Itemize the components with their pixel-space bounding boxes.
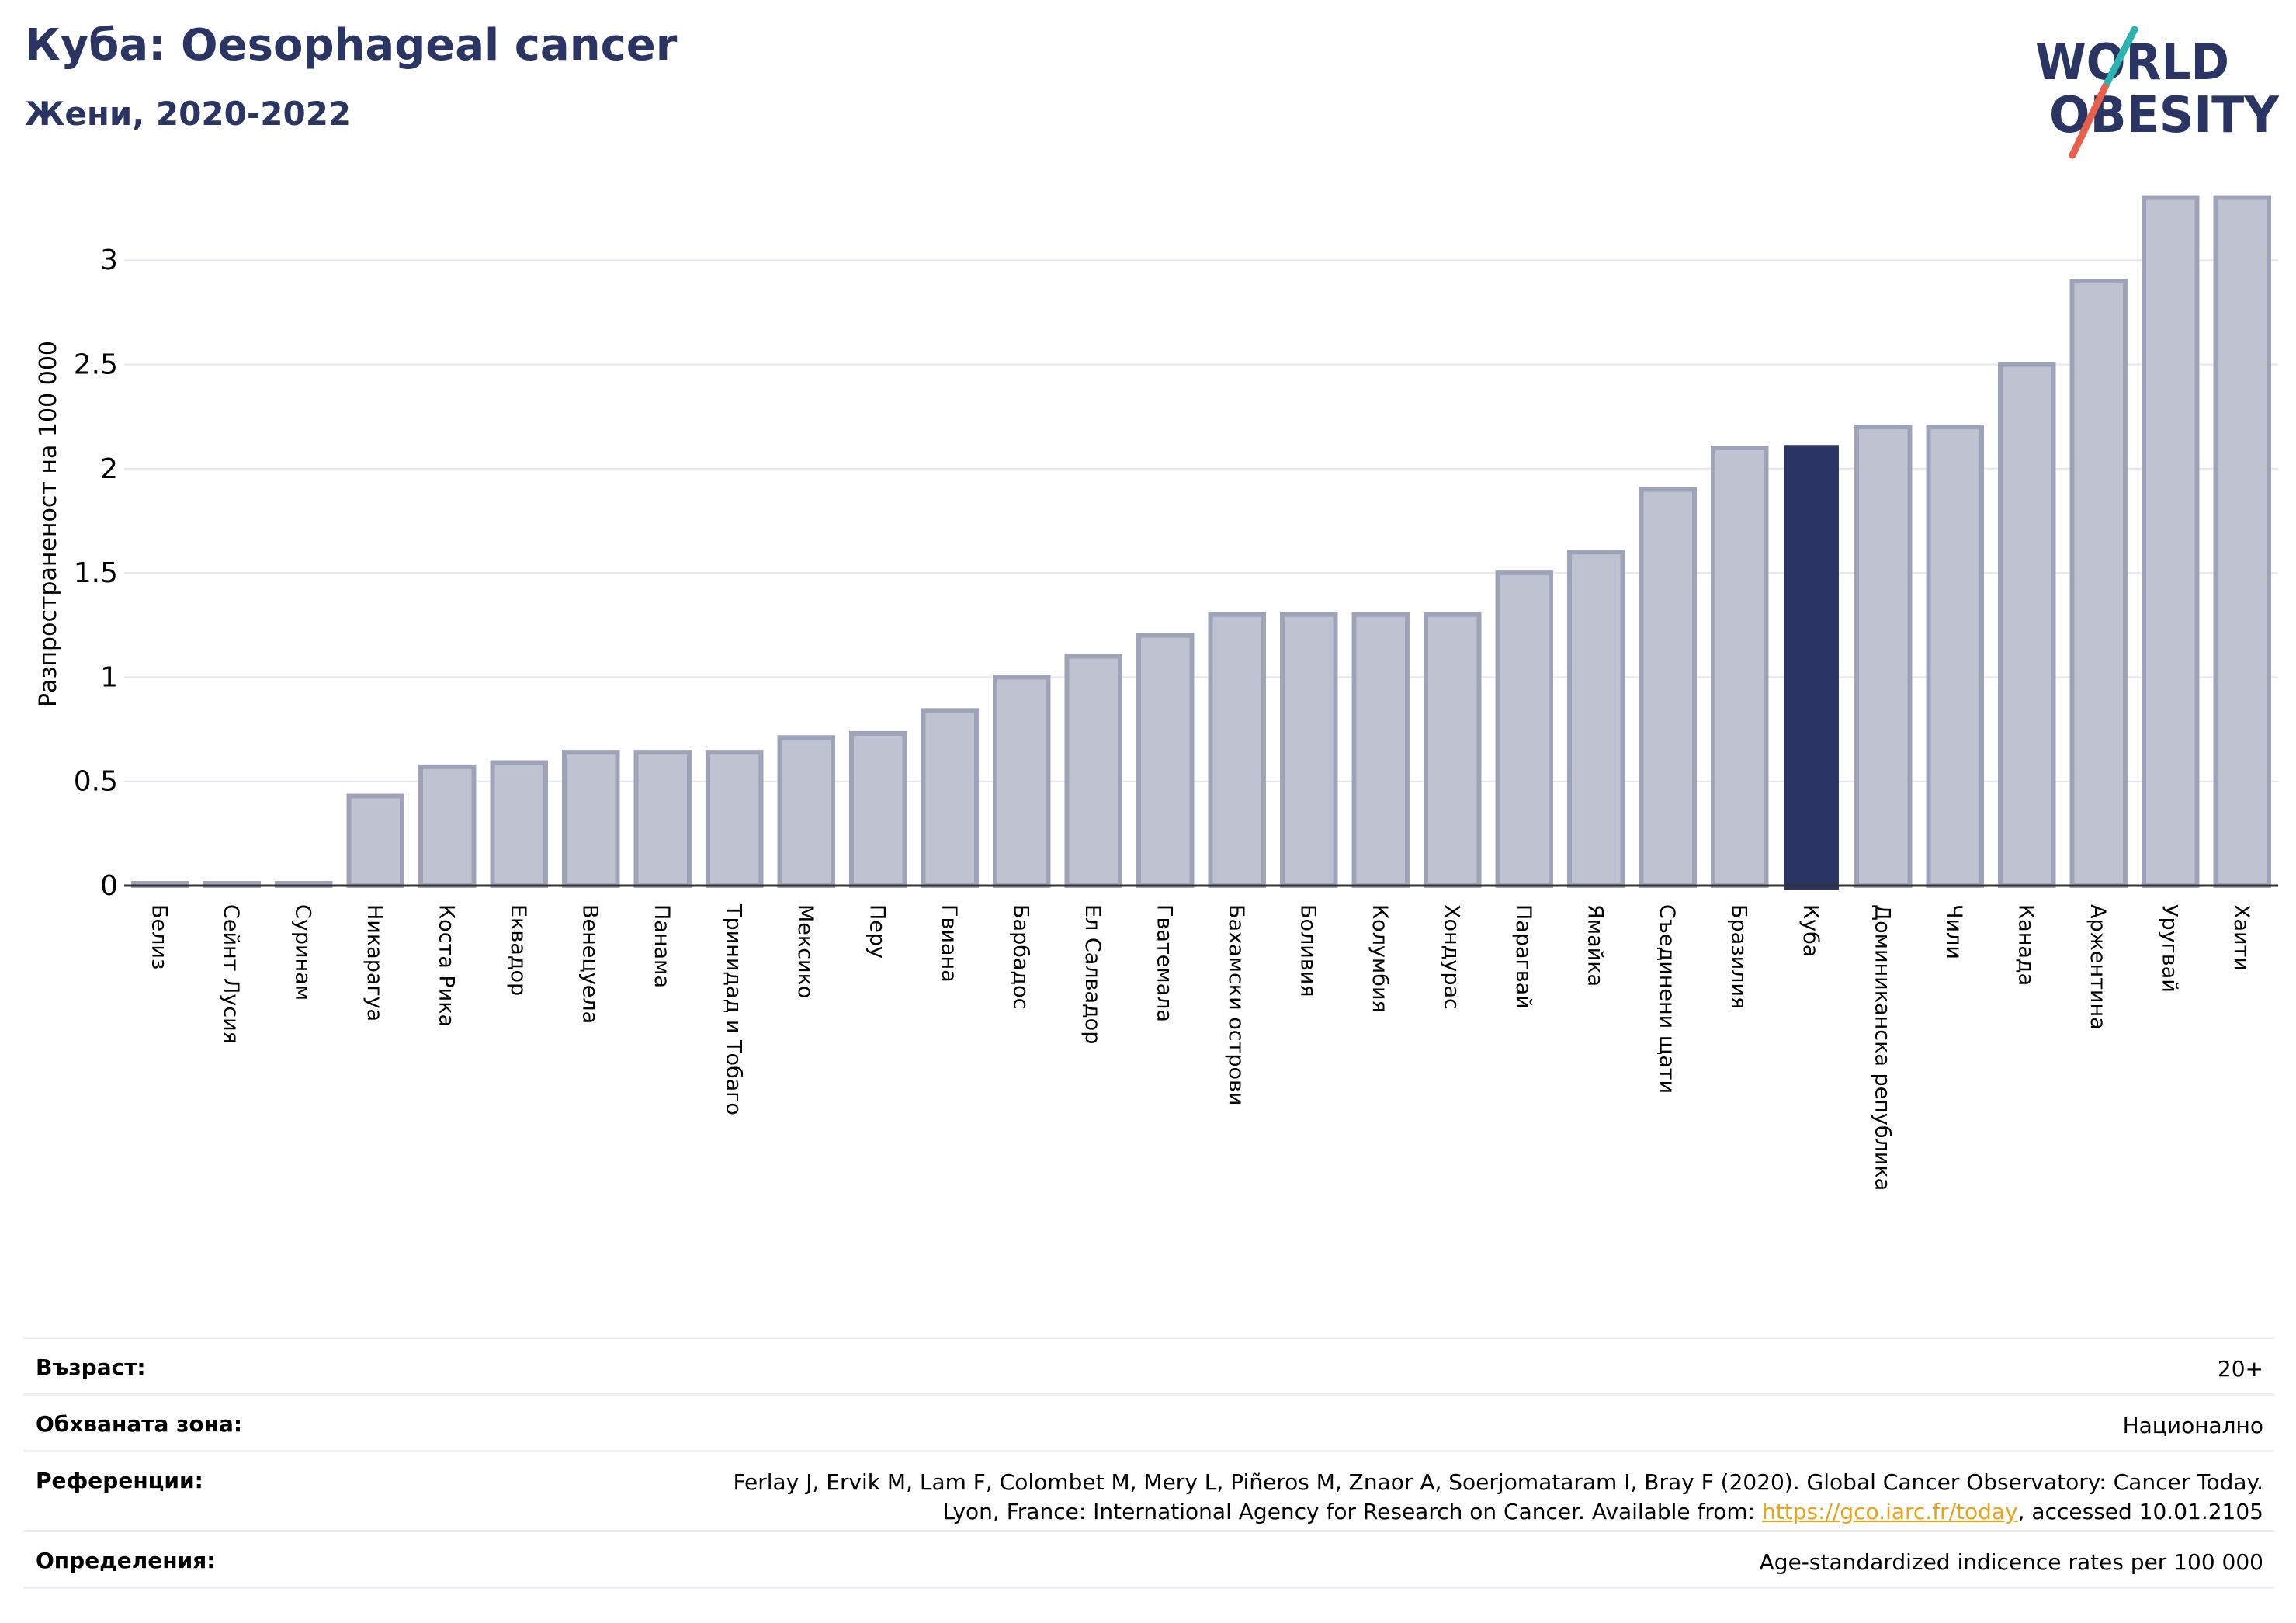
- gridlines: [124, 259, 2278, 782]
- x-tick-label: Уругвай: [2157, 904, 2181, 993]
- x-tick-label: Барбадос: [1008, 904, 1032, 1009]
- x-tick-label: Парагвай: [1511, 904, 1535, 1009]
- bar-11: [849, 730, 907, 888]
- bar-28: [2069, 279, 2128, 888]
- meta-value-definitions: Age-standardized indicence rates per 100…: [1759, 1549, 2263, 1575]
- meta-label-references: Референции:: [36, 1468, 203, 1493]
- x-tick-label: Бахамски острови: [1224, 904, 1248, 1105]
- x-tick-label: Коста Рика: [434, 904, 458, 1027]
- meta-label-age: Възраст:: [36, 1354, 146, 1380]
- reference-link[interactable]: https://gco.iarc.fr/today: [1762, 1499, 2018, 1524]
- bar-14: [1064, 654, 1122, 888]
- bar-13: [993, 675, 1051, 889]
- world-obesity-logo: WORLD OBESITY: [2035, 26, 2280, 159]
- x-tick-label: Боливия: [1295, 904, 1320, 997]
- bar-26: [1926, 425, 1984, 888]
- logo-line1: WORLD: [2035, 34, 2229, 92]
- x-tick-label: Тринидад и Тобаго: [721, 903, 745, 1115]
- chart-title: Куба: Oesophageal cancer: [25, 20, 678, 71]
- y-tick-label: 0.5: [74, 766, 118, 798]
- reference-line2-suffix: , accessed 10.01.2105: [2017, 1499, 2263, 1524]
- bar-29: [2142, 195, 2200, 888]
- bar-4: [346, 793, 404, 888]
- bar-23: [1711, 445, 1769, 888]
- bar-9: [706, 750, 764, 889]
- x-axis-labels: Белиз Сейнт Лусия Суринам Никарагуа Коста Ри…: [147, 903, 2253, 1191]
- bar-18: [1351, 612, 1410, 888]
- bar-24: [1784, 445, 1839, 890]
- bar-6: [490, 760, 548, 888]
- bar-15: [1136, 633, 1195, 888]
- x-tick-label: Белиз: [147, 904, 171, 969]
- meta-value-age: 20+: [2217, 1356, 2263, 1382]
- x-tick-label: Еквадор: [506, 904, 530, 996]
- meta-label-definitions: Определения:: [36, 1548, 216, 1573]
- bar-8: [633, 750, 692, 889]
- metadata-table: Възраст: 20+ Обхваната зона: Национално …: [23, 1337, 2274, 1589]
- chart-subtitle: Жени, 2020-2022: [25, 95, 352, 133]
- x-tick-label: Ямайка: [1583, 904, 1607, 987]
- x-tick-label: Мексико: [793, 904, 817, 998]
- x-tick-label: Доминиканска република: [1870, 904, 1894, 1191]
- x-tick-label: Канада: [2013, 904, 2038, 986]
- meta-row-definitions: Определения: Age-standardized indicence …: [23, 1530, 2274, 1589]
- logo-slash-top: [2101, 26, 2138, 91]
- y-tick-label: 1.5: [74, 557, 118, 589]
- y-axis-label: Разпространеност на 100 000: [35, 341, 62, 707]
- meta-row-age: Възраст: 20+: [23, 1337, 2274, 1393]
- x-tick-label: Перу: [865, 904, 889, 959]
- meta-value-area: Национално: [2122, 1413, 2263, 1438]
- meta-label-area: Обхваната зона:: [36, 1411, 243, 1437]
- y-axis-ticks: 0 0.5 1 1.5 2 2.5 3: [74, 244, 118, 902]
- x-tick-label: Куба: [1798, 904, 1823, 957]
- bar-30: [2213, 195, 2271, 888]
- bar-22: [1639, 487, 1697, 888]
- x-tick-label: Никарагуа: [362, 904, 387, 1021]
- x-tick-label: Чили: [1942, 904, 1966, 959]
- bar-chart: 0 0.5 1 1.5 2 2.5 3 Белиз Сейнт Лусия Суринам Ник…: [35, 195, 2278, 1191]
- x-tick-label: Аржентина: [2086, 904, 2110, 1030]
- bar-10: [777, 735, 835, 888]
- x-tick-label: Съединени щати: [1655, 904, 1679, 1094]
- x-tick-label: Ел Салвадор: [1080, 904, 1105, 1044]
- x-tick-label: Хаити: [2229, 904, 2253, 971]
- meta-value-references: Ferlay J, Ervik M, Lam F, Colombet M, Me…: [733, 1468, 2263, 1527]
- reference-line2-prefix: Lyon, France: International Agency for R…: [942, 1499, 1762, 1524]
- bar-16: [1208, 612, 1266, 888]
- bar-7: [562, 750, 620, 889]
- x-tick-label: Колумбия: [1368, 904, 1392, 1013]
- y-tick-label: 2: [100, 453, 118, 485]
- bar-17: [1280, 612, 1338, 888]
- bar-21: [1567, 550, 1625, 888]
- x-tick-label: Сейнт Лусия: [219, 904, 243, 1044]
- x-tick-label: Гватемала: [1152, 904, 1176, 1022]
- reference-line1: Ferlay J, Ervik M, Lam F, Colombet M, Me…: [733, 1469, 2263, 1495]
- bars: [131, 195, 2271, 890]
- y-tick-label: 1: [100, 661, 118, 693]
- bar-20: [1495, 570, 1553, 888]
- bar-25: [1854, 425, 1913, 888]
- bar-27: [1998, 362, 2056, 888]
- x-tick-label: Суринам: [290, 904, 314, 1001]
- bar-19: [1424, 612, 1482, 888]
- y-tick-label: 0: [100, 870, 118, 902]
- bar-5: [418, 764, 477, 889]
- bar-12: [921, 708, 979, 888]
- y-tick-label: 3: [100, 244, 118, 276]
- x-tick-label: Венецуела: [577, 904, 602, 1024]
- x-tick-label: Панама: [650, 904, 674, 988]
- meta-row-references: Референции: Ferlay J, Ervik M, Lam F, Co…: [23, 1450, 2274, 1530]
- x-tick-label: Хондурас: [1439, 904, 1463, 1010]
- y-tick-label: 2.5: [74, 349, 118, 381]
- x-tick-label: Бразилия: [1726, 904, 1750, 1009]
- logo-slash-bottom: [2069, 83, 2109, 159]
- x-tick-label: Гвиана: [937, 904, 961, 983]
- meta-row-area: Обхваната зона: Национално: [23, 1393, 2274, 1450]
